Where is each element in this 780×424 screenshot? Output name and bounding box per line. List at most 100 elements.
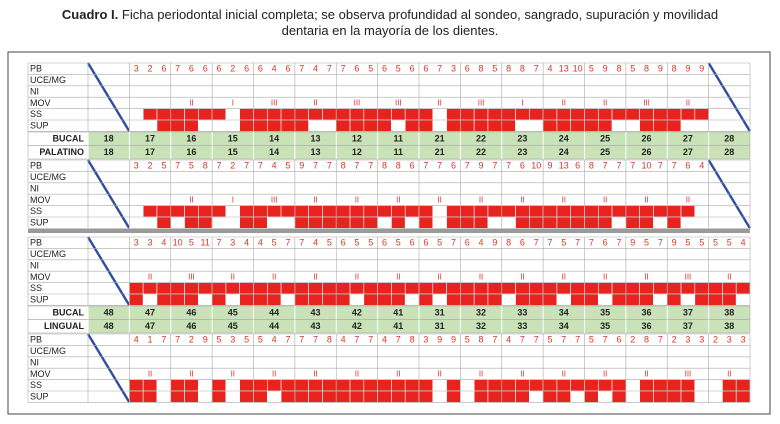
row-label: SUP	[30, 218, 49, 228]
mobility: I	[521, 99, 523, 108]
probing-depth: 7	[396, 335, 401, 345]
bleeding-cell	[184, 108, 199, 121]
probing-depth: 5	[327, 238, 332, 248]
tooth-number: 16	[186, 134, 196, 144]
suppuration-cell	[211, 119, 227, 132]
bleeding-cell	[722, 379, 737, 392]
mobility: II	[727, 273, 731, 282]
bleeding-cell	[432, 379, 447, 392]
probing-depth: 6	[520, 238, 525, 248]
suppuration-cell	[170, 293, 185, 306]
bleeding-cell	[473, 205, 489, 218]
mobility: II	[686, 99, 690, 108]
probing-depth: 7	[368, 161, 373, 171]
row-label: UCE/MG	[30, 172, 66, 182]
mobility: II	[603, 99, 607, 108]
probing-depth: 5	[244, 335, 249, 345]
mobility: III	[643, 99, 650, 108]
bleeding-cell	[542, 282, 558, 295]
suppuration-cell	[294, 119, 309, 132]
probing-depth: 9	[685, 64, 690, 74]
tooth-number: 36	[642, 308, 652, 318]
suppuration-cell	[515, 390, 530, 403]
suppuration-cell	[142, 390, 158, 403]
tooth-number: 32	[476, 308, 486, 318]
probing-depth: 7	[658, 335, 663, 345]
suppuration-cell	[349, 216, 365, 229]
bleeding-cell	[487, 282, 503, 295]
suppuration-cell	[584, 119, 599, 132]
bleeding-cell	[280, 108, 296, 121]
tooth-number: 17	[145, 147, 155, 157]
suppuration-cell	[322, 119, 337, 132]
suppuration-cell	[349, 293, 365, 306]
bleeding-cell	[653, 205, 668, 218]
probing-depth: 7	[437, 161, 442, 171]
bleeding-cell	[294, 282, 309, 295]
bleeding-cell	[253, 282, 268, 295]
suppuration-cell	[611, 216, 627, 229]
tooth-number: 27	[683, 147, 693, 157]
probing-depth: 11	[201, 238, 210, 248]
probing-depth: 8	[479, 335, 484, 345]
bleeding-cell	[308, 205, 323, 218]
bleeding-cell	[391, 205, 406, 218]
tooth-number: 46	[186, 308, 196, 318]
probing-depth: 7	[506, 161, 511, 171]
mobility: II	[148, 273, 152, 282]
probing-depth: 5	[630, 64, 635, 74]
suppuration-cell	[377, 119, 392, 132]
tooth-number: 15	[228, 134, 238, 144]
probing-depth: 5	[189, 238, 194, 248]
bleeding-cell	[418, 108, 434, 121]
row-label: SS	[30, 206, 42, 216]
row-label: NI	[30, 183, 39, 193]
suppuration-cell	[487, 293, 503, 306]
bleeding-cell	[156, 205, 172, 218]
probing-depth: 13	[559, 161, 569, 171]
mobility: II	[437, 196, 441, 205]
bleeding-cell	[266, 282, 282, 295]
tooth-number: 14	[269, 134, 279, 144]
probing-depth: 7	[575, 238, 580, 248]
mobility: II	[562, 273, 566, 282]
suppuration-cell	[570, 119, 585, 132]
probing-depth: 7	[175, 335, 180, 345]
suppuration-cell	[308, 390, 323, 403]
suppuration-cell	[542, 119, 558, 132]
probing-depth: 3	[699, 335, 704, 345]
probing-depth: 8	[589, 161, 594, 171]
suppuration-cell	[487, 119, 503, 132]
suppuration-cell	[570, 216, 585, 229]
suppuration-cell	[198, 293, 213, 306]
suppuration-cell	[653, 293, 668, 306]
probing-depth: 6	[189, 64, 194, 74]
probing-depth: 3	[685, 335, 690, 345]
probing-depth: 7	[603, 335, 608, 345]
suppuration-cell	[322, 390, 337, 403]
probing-depth: 5	[699, 238, 704, 248]
bleeding-cell	[542, 205, 558, 218]
probing-depth: 6	[575, 161, 580, 171]
probing-depth: 8	[644, 335, 649, 345]
bleeding-cell	[611, 108, 627, 121]
bleeding-cell	[639, 205, 654, 218]
row-label: UCE/MG	[30, 75, 66, 85]
probing-depth: 7	[589, 238, 594, 248]
probing-depth: 9	[672, 238, 677, 248]
tooth-number: 42	[352, 308, 362, 318]
bleeding-cell	[308, 379, 323, 392]
suppuration-cell	[184, 390, 199, 403]
suppuration-cell	[556, 390, 572, 403]
row-label: SUP	[30, 295, 49, 305]
probing-depth: 6	[354, 64, 359, 74]
suppuration-cell	[129, 216, 144, 229]
suppuration-cell	[584, 293, 599, 306]
probing-depth: 7	[658, 238, 663, 248]
bleeding-cell	[597, 379, 613, 392]
bleeding-cell	[211, 108, 227, 121]
tooth-number: 18	[104, 134, 114, 144]
bleeding-cell	[625, 282, 640, 295]
bleeding-cell	[266, 205, 282, 218]
probing-depth: 6	[217, 64, 222, 74]
